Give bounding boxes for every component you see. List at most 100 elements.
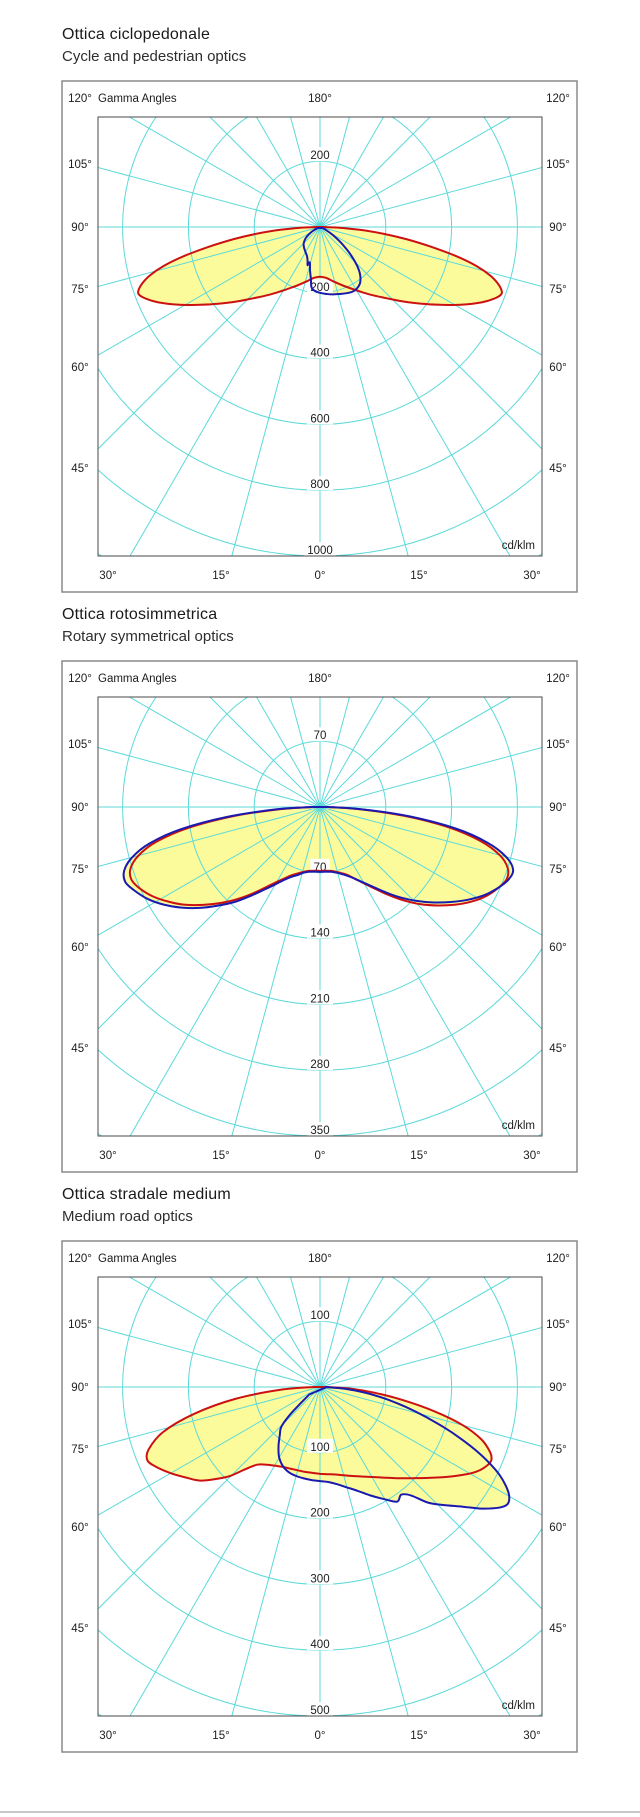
- ring-value-label: 100: [310, 1442, 329, 1454]
- bottom-gamma-tick-2: 0°: [315, 1150, 326, 1162]
- grid-ray: [319, 117, 350, 228]
- gamma-tick-75-right: 75°: [549, 864, 566, 876]
- grid-ray: [319, 166, 542, 228]
- ring-label-backing: [307, 1504, 333, 1519]
- ring-label-backing: [307, 990, 333, 1005]
- gamma-tick-120-right: 120°: [546, 673, 570, 685]
- ring-value-label: 140: [310, 928, 329, 940]
- grid-ray: [98, 1386, 321, 1516]
- gamma-tick-45-left: 45°: [71, 1623, 88, 1635]
- bottom-gamma-tick-2: 0°: [315, 1730, 326, 1742]
- bottom-gamma-tick-0: 30°: [99, 1150, 116, 1162]
- grid-ray: [319, 806, 542, 936]
- gamma-tick-75-left: 75°: [71, 864, 88, 876]
- grid-ray: [98, 166, 321, 228]
- gamma-tick-75-right: 75°: [549, 1444, 566, 1456]
- grid-ray: [98, 1386, 321, 1610]
- grid-ray: [319, 226, 409, 556]
- chart3-title-italian: Ottica stradale medium: [62, 1186, 231, 1203]
- grid-ray: [319, 1277, 385, 1388]
- bottom-gamma-tick-1: 15°: [212, 570, 229, 582]
- ring-value-label: 400: [310, 348, 329, 360]
- gamma-tick-90-left: 90°: [71, 802, 88, 814]
- gamma-tick-180: 180°: [308, 93, 332, 105]
- ring-value-label: 210: [310, 993, 329, 1005]
- axial-plane-curve: [277, 1386, 511, 1510]
- intensity-fill: [123, 807, 514, 909]
- intensity-fill: [278, 1387, 510, 1509]
- bottom-gamma-tick-3: 15°: [410, 1730, 427, 1742]
- gamma-tick-90-left: 90°: [71, 222, 88, 234]
- ring-value-label: 500: [310, 1705, 329, 1717]
- plot-area: 100 100 200 300 400 500 cd/klm: [98, 1277, 542, 1717]
- grid-ray: [209, 697, 321, 808]
- gamma-tick-60-left: 60°: [71, 1522, 88, 1534]
- grid-ray: [98, 746, 321, 808]
- ring-value-label: 350: [310, 1125, 329, 1137]
- grid-ray: [319, 117, 512, 228]
- grid-ray: [319, 697, 350, 808]
- grid-ray: [231, 226, 321, 556]
- chart2-title-english: Rotary symmetrical optics: [62, 628, 234, 645]
- chart1-title-italian: Ottica ciclopedonale: [62, 26, 211, 43]
- ring-value-label: 70: [314, 730, 327, 742]
- gamma-tick-60-right: 60°: [549, 362, 566, 374]
- grid-ray: [98, 806, 321, 1030]
- grid-ray: [319, 806, 511, 1136]
- grid-ray: [98, 806, 321, 868]
- ring-value-label: 600: [310, 413, 329, 425]
- gamma-tick-75-left: 75°: [71, 284, 88, 296]
- grid-ray: [319, 226, 542, 288]
- axial-plane-curve: [122, 806, 515, 910]
- grid-ray: [319, 117, 431, 228]
- grid-ray: [319, 1277, 512, 1388]
- gamma-angles-legend: Gamma Angles: [98, 1253, 177, 1265]
- ring-label-backing: [310, 727, 330, 742]
- grid-ray: [290, 697, 321, 808]
- outer-frame: [61, 1240, 578, 1753]
- grid-ray: [255, 1277, 321, 1388]
- ring-label-backing: [307, 1438, 333, 1453]
- unit-label: cd/klm: [502, 1700, 535, 1712]
- gamma-tick-105-left: 105°: [68, 1319, 92, 1331]
- gamma-tick-45-left: 45°: [71, 1043, 88, 1055]
- gamma-tick-120-left: 120°: [68, 673, 92, 685]
- plot-border: [97, 1276, 543, 1717]
- gamma-tick-45-right: 45°: [549, 463, 566, 475]
- unit-label: cd/klm: [502, 540, 535, 552]
- gamma-tick-90-right: 90°: [549, 1382, 566, 1394]
- ring-label-backing: [307, 1307, 333, 1322]
- grid-ray: [98, 226, 321, 288]
- ring-value-label: 300: [310, 1573, 329, 1585]
- grid-ray: [209, 1277, 321, 1388]
- grid-ray: [231, 1386, 321, 1716]
- grid-ray: [290, 1277, 321, 1388]
- gamma-tick-105-left: 105°: [68, 739, 92, 751]
- gamma-tick-75-left: 75°: [71, 1444, 88, 1456]
- grid-ray: [290, 117, 321, 228]
- gamma-tick-180: 180°: [308, 1253, 332, 1265]
- gamma-tick-90-left: 90°: [71, 1382, 88, 1394]
- grid-ray: [319, 1386, 542, 1516]
- bottom-gamma-tick-2: 0°: [315, 570, 326, 582]
- gamma-tick-180: 180°: [308, 673, 332, 685]
- grid-ray: [319, 1386, 542, 1610]
- ring-label-backing: [307, 1636, 333, 1651]
- bottom-gamma-tick-4: 30°: [523, 1730, 540, 1742]
- ring-value-label: 400: [310, 1639, 329, 1651]
- grid-ray: [255, 697, 321, 808]
- bottom-divider-line: [0, 1811, 640, 1813]
- grid-ray: [209, 117, 321, 228]
- gamma-tick-120-right: 120°: [546, 1253, 570, 1265]
- grid-ray: [128, 697, 321, 808]
- gamma-tick-45-left: 45°: [71, 463, 88, 475]
- grid-ray: [129, 1386, 321, 1716]
- ring-label-backing: [307, 1056, 333, 1071]
- grid-ray: [319, 806, 542, 868]
- ring-label-backing: [307, 1570, 333, 1585]
- gamma-tick-45-right: 45°: [549, 1043, 566, 1055]
- bottom-gamma-tick-3: 15°: [410, 1150, 427, 1162]
